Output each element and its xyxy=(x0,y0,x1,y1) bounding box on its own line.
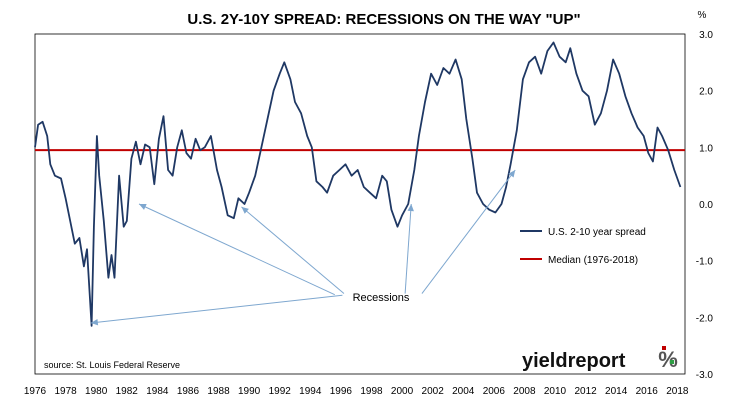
y-tick-label: 2.0 xyxy=(699,87,713,98)
logo-text: yieldreport xyxy=(522,350,626,372)
x-tick-label: 1998 xyxy=(360,386,383,397)
x-tick-label: 2004 xyxy=(452,386,475,397)
legend-label-median: Median (1976-2018) xyxy=(548,255,638,266)
x-tick-label: 1994 xyxy=(299,386,322,397)
y-axis: 3.0 2.0 1.0 0.0 -1.0 -2.0 -3.0 xyxy=(696,30,714,381)
unit-label: % xyxy=(698,10,707,21)
recession-arrow xyxy=(138,203,335,296)
x-tick-label: 2008 xyxy=(513,386,536,397)
x-tick-label: 1982 xyxy=(116,386,139,397)
logo-accent-red xyxy=(662,346,666,350)
x-tick-label: 2018 xyxy=(666,386,689,397)
x-tick-label: 2006 xyxy=(483,386,506,397)
chart-title: U.S. 2Y-10Y SPREAD: RECESSIONS ON THE WA… xyxy=(187,11,580,28)
yieldreport-logo: yieldreport % xyxy=(522,346,678,372)
plot-area xyxy=(34,33,686,375)
legend: U.S. 2-10 year spread Median (1976-2018) xyxy=(520,227,646,266)
x-tick-label: 2002 xyxy=(422,386,445,397)
source-note: source: St. Louis Federal Reserve xyxy=(44,360,180,370)
recession-arrow xyxy=(90,294,343,326)
x-tick-label: 1996 xyxy=(330,386,353,397)
x-tick-label: 1988 xyxy=(207,386,230,397)
y-tick-label: -3.0 xyxy=(696,370,714,381)
y-tick-label: 1.0 xyxy=(699,143,713,154)
x-tick-label: 2012 xyxy=(574,386,597,397)
x-tick-label: 1992 xyxy=(269,386,292,397)
recession-arrows xyxy=(90,169,516,326)
y-tick-label: -2.0 xyxy=(696,313,714,324)
recession-arrow xyxy=(421,169,516,294)
recessions-annotation: Recessions xyxy=(353,292,410,304)
spread-series-line xyxy=(34,41,682,327)
y-tick-label: 0.0 xyxy=(699,200,713,211)
x-axis: 1976 1978 1980 1982 1984 1986 1988 1990 1992 1994… xyxy=(24,386,689,397)
legend-label-spread: U.S. 2-10 year spread xyxy=(548,227,646,238)
x-tick-label: 1980 xyxy=(85,386,108,397)
x-tick-label: 1978 xyxy=(54,386,77,397)
recession-arrow xyxy=(241,206,345,294)
recession-arrow xyxy=(404,203,414,294)
logo-percent-icon: % xyxy=(658,347,678,372)
x-tick-label: 2016 xyxy=(636,386,659,397)
x-tick-label: 2000 xyxy=(391,386,414,397)
logo-accent-green xyxy=(670,360,674,364)
x-tick-label: 1984 xyxy=(146,386,169,397)
y-tick-label: -1.0 xyxy=(696,257,714,268)
y-tick-label: 3.0 xyxy=(699,30,713,41)
x-tick-label: 2010 xyxy=(544,386,567,397)
x-tick-label: 1976 xyxy=(24,386,47,397)
x-tick-label: 1986 xyxy=(177,386,200,397)
x-tick-label: 2014 xyxy=(605,386,628,397)
x-tick-label: 1990 xyxy=(238,386,261,397)
